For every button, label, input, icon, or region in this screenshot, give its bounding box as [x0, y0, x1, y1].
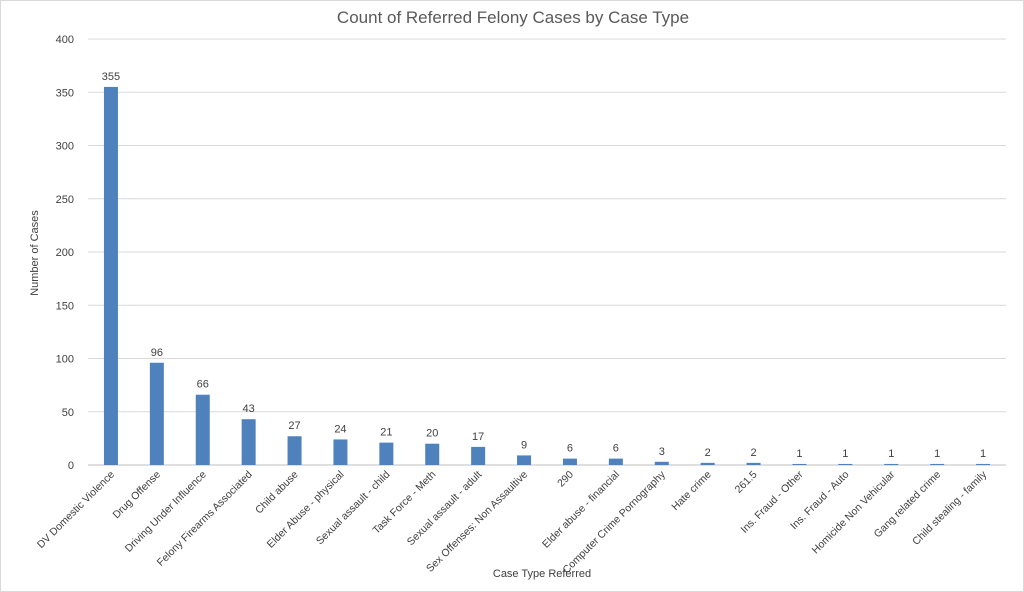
y-tick-label: 50 [62, 407, 74, 419]
data-label: 1 [796, 448, 802, 460]
data-label: 2 [705, 447, 711, 459]
data-label: 1 [888, 448, 894, 460]
y-axis-title: Number of Cases [29, 210, 41, 296]
category-label: Driving Under Influence [123, 469, 209, 555]
bar [471, 446, 486, 465]
data-label: 43 [243, 403, 255, 415]
y-tick-label: 350 [56, 87, 74, 99]
y-tick-label: 300 [56, 141, 74, 153]
y-tick-label: 150 [56, 300, 74, 312]
bar [287, 436, 302, 465]
bar [976, 463, 991, 465]
gridlines [88, 38, 1006, 466]
bar [930, 463, 945, 465]
data-label: 27 [288, 420, 300, 432]
bar [792, 463, 807, 465]
y-tick-label: 400 [56, 34, 74, 46]
data-label: 6 [613, 443, 619, 455]
category-label: 290 [555, 469, 576, 490]
category-label: Child abuse [253, 469, 301, 517]
data-label: 1 [934, 448, 940, 460]
category-label: Felony Firearms Associated [155, 469, 255, 569]
bar [654, 461, 669, 465]
data-label: 24 [334, 423, 346, 435]
data-label: 6 [567, 443, 573, 455]
bar [149, 362, 164, 465]
bar [562, 458, 577, 465]
category-label: Hate crime [669, 469, 713, 513]
category-label: 261.5 [733, 469, 760, 496]
bar [746, 462, 761, 465]
data-label: 96 [151, 347, 163, 359]
data-label: 355 [102, 71, 120, 83]
bar [700, 462, 715, 465]
y-tick-label: 0 [68, 460, 74, 472]
bar [241, 419, 256, 465]
data-label: 20 [426, 428, 438, 440]
y-tick-label: 100 [56, 354, 74, 366]
bar [608, 458, 623, 465]
bar [103, 86, 118, 466]
bar [195, 394, 210, 465]
x-axis-title: Case Type Referred [493, 568, 591, 580]
y-axis-ticks: 0 50 100 150 200 250 300 350 400 [56, 34, 74, 472]
bar [425, 443, 440, 465]
bar [379, 442, 394, 465]
data-label: 21 [380, 427, 392, 439]
bar [884, 463, 899, 465]
y-tick-label: 250 [56, 194, 74, 206]
data-label: 3 [659, 446, 665, 458]
chart-title: Count of Referred Felony Cases by Case T… [337, 8, 689, 27]
category-label: DV Domestic Violence [35, 469, 117, 551]
bars [103, 86, 991, 466]
data-label: 1 [842, 448, 848, 460]
category-label: Elder Abuse - physical [265, 469, 347, 551]
data-label: 1 [980, 448, 986, 460]
data-label: 9 [521, 439, 527, 451]
bar [517, 455, 532, 465]
bar [333, 439, 348, 465]
data-label: 17 [472, 431, 484, 443]
category-label: Elder abuse - financial [540, 469, 622, 551]
y-tick-label: 200 [56, 247, 74, 259]
bar [838, 463, 853, 465]
category-label: Homicide Non Vehicular [810, 468, 898, 556]
data-label: 66 [197, 379, 209, 391]
data-label: 2 [750, 447, 756, 459]
category-label: Sex Offenses: Non Assaultive [424, 469, 530, 575]
